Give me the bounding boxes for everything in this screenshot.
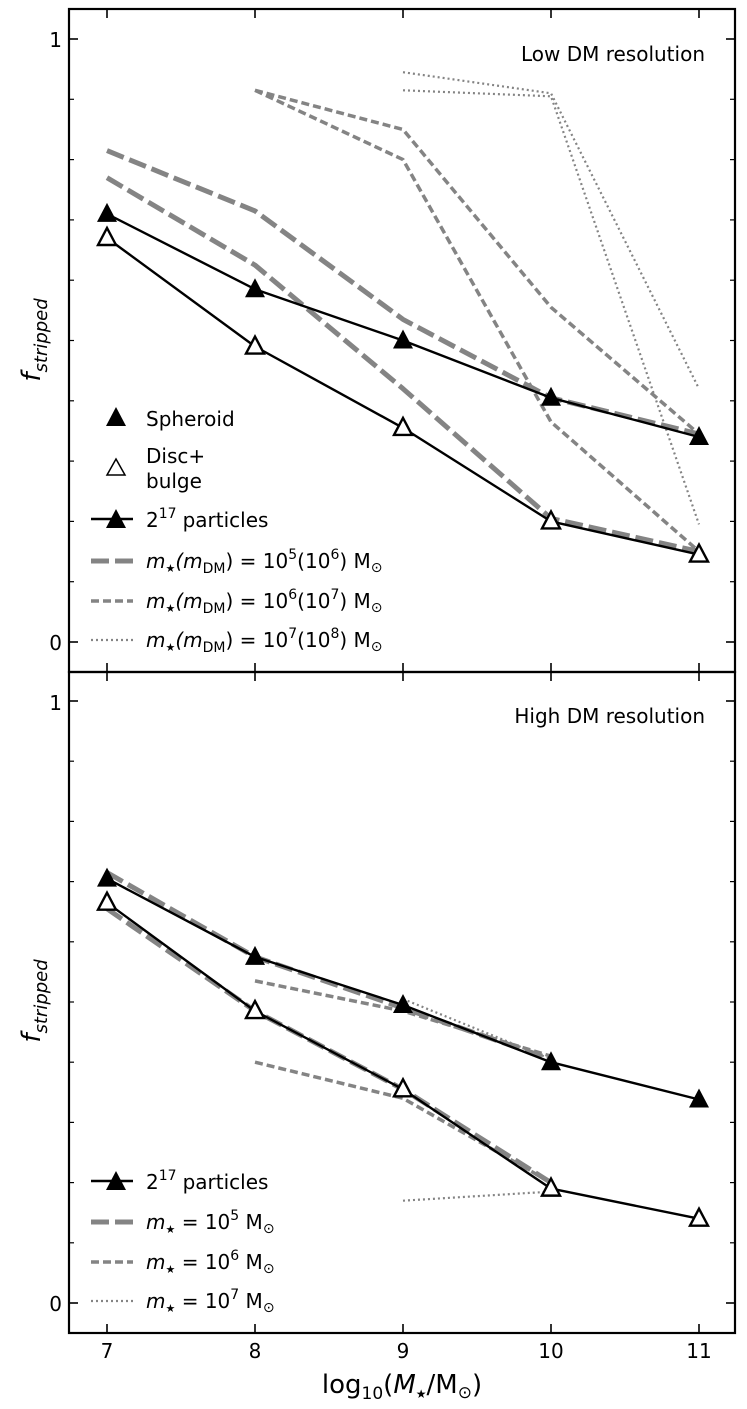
legend-marker-open-triangle [105, 457, 127, 476]
legend-label: m★ = 105 M⊙ [146, 1208, 275, 1237]
series-line-spheroid [106, 212, 700, 439]
legend-entry-mstar-1e5: m★ = 105 M⊙ [91, 1208, 275, 1237]
y-axis-label-top: fstripped [17, 298, 52, 382]
panel-title: Low DM resolution [521, 42, 705, 66]
data-point-disc-bulge [540, 508, 562, 530]
legend-entry-2-17-particles: 217 particles [91, 506, 268, 532]
legend-entry-2-17-particles: 217 particles [91, 1168, 268, 1194]
legend-entry-resolution-1e6: m★(mDM) = 106(107) M⊙ [91, 587, 383, 617]
data-point-disc-bulge [688, 542, 710, 563]
data-point-disc-bulge [244, 333, 266, 355]
legend-label: 217 particles [146, 1168, 268, 1194]
data-point-disc-bulge [96, 890, 118, 911]
legend-entry-resolution-1e7: m★(mDM) = 107(108) M⊙ [91, 626, 383, 656]
legend-entry-resolution-1e5: m★(mDM) = 105(106) M⊙ [91, 547, 383, 577]
data-point-disc-bulge [244, 998, 266, 1020]
data-point-disc-bulge [96, 225, 118, 247]
axes-frame [67, 670, 737, 1335]
x-axis-label: log10(M★/M⊙) [322, 1370, 482, 1404]
legend-entry-mstar-1e7: m★ = 107 M⊙ [91, 1287, 275, 1316]
legend-label: m★ = 106 M⊙ [146, 1248, 275, 1277]
data-point-spheroid [689, 1088, 709, 1108]
x-tick-label: 8 [249, 1339, 262, 1363]
series-line-m-1e7-disc [402, 89, 701, 525]
series-line-m-1e5-spheroid [105, 870, 552, 1062]
legend-marker-filled-triangle [106, 407, 126, 426]
series-line-m-1e6-disc [254, 88, 701, 553]
data-point-spheroid [97, 202, 117, 222]
y-tick-label: 0 [49, 1292, 62, 1316]
legend-label: m★(mDM) = 107(108) M⊙ [146, 626, 383, 656]
data-point-spheroid [689, 425, 709, 445]
data-point-disc-bulge [392, 1076, 414, 1098]
x-tick-label: 9 [397, 1339, 410, 1363]
legend-marker-filled-triangle [106, 509, 126, 528]
x-tick-labels: 7 8 9 10 11 [101, 1339, 712, 1363]
legend-entry-disc-bulge: Disc+ bulge [105, 444, 205, 493]
y-tick-label: 1 [49, 28, 62, 52]
legend-label: m★(mDM) = 106(107) M⊙ [146, 587, 383, 617]
data-point-spheroid [245, 945, 265, 965]
data-point-disc-bulge [688, 1206, 710, 1227]
data-point-disc-bulge [392, 415, 414, 437]
legend: Spheroid Disc+ bulge 217 particles m★(mDM… [91, 407, 383, 656]
data-point-disc-bulge [540, 1176, 562, 1197]
data-point-spheroid [393, 994, 413, 1014]
data-point-spheroid [541, 386, 561, 406]
data-point-spheroid [97, 867, 117, 887]
panel-high-dm: 1 0 High DM resolution 217 particles m★ =… [49, 670, 737, 1335]
series-line-m-1e5-disc [105, 175, 700, 554]
legend-entry-mstar-1e6: m★ = 106 M⊙ [91, 1248, 275, 1277]
y-axis-label-bottom: fstripped [17, 959, 52, 1043]
legend-label: 217 particles [146, 506, 268, 532]
series-line-m-1e7-spheroid [402, 997, 552, 1061]
legend-label: Spheroid [146, 407, 235, 431]
data-point-spheroid [393, 329, 413, 349]
legend-label: m★(mDM) = 105(106) M⊙ [146, 547, 383, 577]
x-tick-label: 7 [101, 1339, 114, 1363]
data-point-spheroid [541, 1051, 561, 1071]
data-point-spheroid [245, 278, 265, 298]
series-line-spheroid [106, 877, 700, 1101]
panel-low-dm: 1 0 Low DM resolution Spheroid Disc+ bul… [49, 7, 737, 674]
y-tick-label: 0 [49, 631, 62, 655]
panel-title: High DM resolution [514, 704, 705, 728]
series-line-m-1e5-disc [105, 906, 553, 1185]
legend-marker-filled-triangle [106, 1171, 126, 1190]
series-line-m-1e6-spheroid [254, 88, 701, 436]
legend-entry-spheroid: Spheroid [106, 407, 235, 431]
legend-label: bulge [146, 469, 202, 493]
legend: 217 particles m★ = 105 M⊙ m★ = 106 M⊙ m★ … [91, 1168, 275, 1316]
x-tick-label: 11 [686, 1339, 711, 1363]
series-line-m-1e7-disc [402, 1190, 552, 1202]
legend-label: m★ = 107 M⊙ [146, 1287, 275, 1316]
y-tick-label: 1 [49, 691, 62, 715]
legend-label: Disc+ [146, 444, 205, 468]
x-tick-label: 10 [538, 1339, 563, 1363]
